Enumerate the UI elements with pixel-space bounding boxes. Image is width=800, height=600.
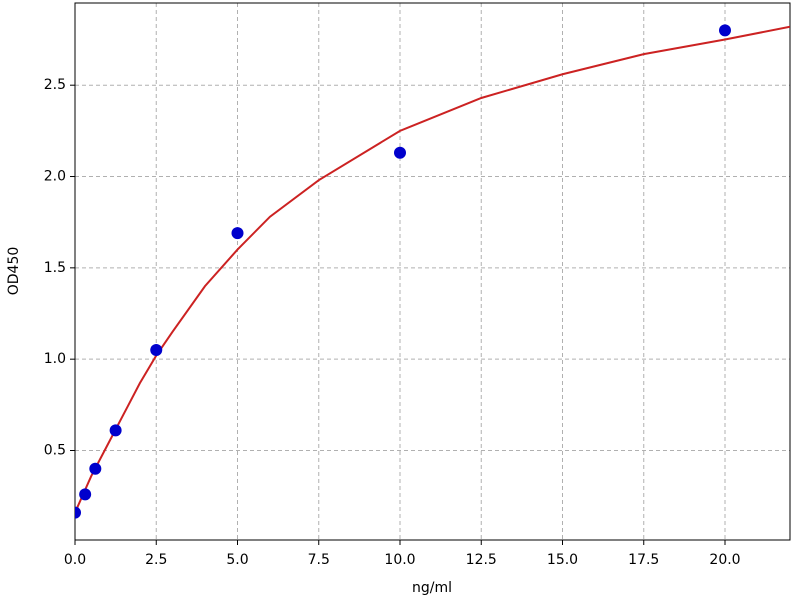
data-point xyxy=(109,424,122,437)
x-tick-label: 5.0 xyxy=(226,552,248,568)
data-point xyxy=(231,227,244,240)
plot-frame xyxy=(74,2,791,541)
y-tick-label: 2.5 xyxy=(44,77,66,93)
x-tick-label: 17.5 xyxy=(628,552,659,568)
data-point xyxy=(394,146,406,159)
y-tick-label: 1.0 xyxy=(44,351,66,367)
x-tick-label: 0.0 xyxy=(64,552,86,568)
x-axis-label: ng/ml xyxy=(412,580,452,596)
y-tick-label: 2.0 xyxy=(44,169,66,185)
data-point xyxy=(150,344,163,357)
fit-curve xyxy=(75,25,790,514)
y-axis-label: OD450 xyxy=(6,247,22,296)
y-tick-label: 0.5 xyxy=(44,443,66,459)
data-point xyxy=(75,506,81,519)
x-tick-label: 10.0 xyxy=(384,552,415,568)
x-tick-label: 20.0 xyxy=(709,552,740,568)
x-tick-label: 12.5 xyxy=(466,552,497,568)
x-tick-label: 7.5 xyxy=(308,552,330,568)
data-point xyxy=(719,24,731,37)
x-tick-label: 2.5 xyxy=(145,552,167,568)
x-tick-label: 15.0 xyxy=(547,552,578,568)
data-point xyxy=(79,488,92,501)
data-point xyxy=(89,462,102,475)
y-tick-label: 1.5 xyxy=(44,260,66,276)
